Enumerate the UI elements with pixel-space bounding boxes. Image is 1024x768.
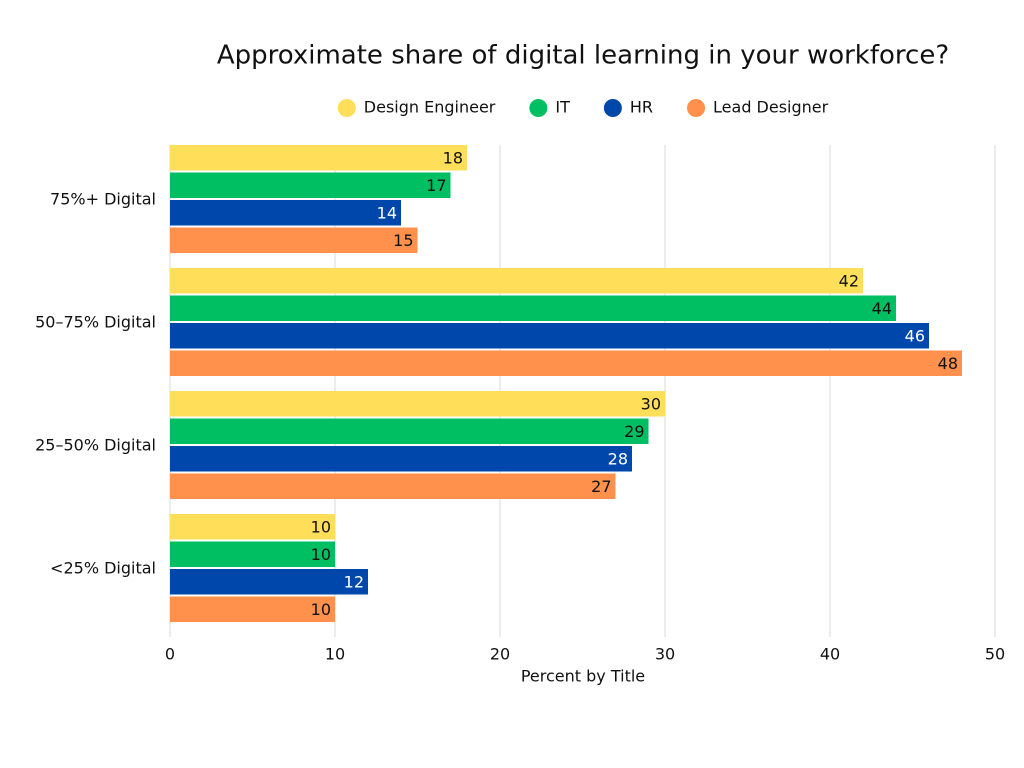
bar [170,596,335,622]
legend-marker [603,99,622,117]
bar [170,268,863,294]
bar [170,569,368,595]
legend-label: HR [630,98,653,117]
bar [170,541,335,567]
y-tick-label: 25–50% Digital [35,436,156,455]
data-label: 10 [311,517,331,536]
data-label: 28 [608,449,628,468]
x-tick-label: 30 [655,645,675,664]
bar [170,418,649,444]
data-label: 14 [377,203,397,222]
data-label: 10 [311,545,331,564]
legend-label: IT [555,98,570,117]
x-tick-label: 40 [820,645,840,664]
bar [170,446,632,472]
data-label: 10 [311,600,331,619]
y-tick-label: <25% Digital [50,559,156,578]
x-axis-title: Percent by Title [521,667,645,686]
legend-marker [529,99,548,117]
data-label: 27 [591,477,611,496]
bar [170,391,665,417]
data-label: 48 [938,354,958,373]
x-tick-label: 20 [490,645,510,664]
bar [170,145,467,171]
bar [170,514,335,540]
data-label: 15 [393,231,413,250]
legend-label: Design Engineer [364,98,496,117]
data-label: 29 [624,422,644,441]
bar [170,323,929,349]
data-label: 18 [443,148,463,167]
data-label: 42 [839,271,859,290]
data-label: 17 [426,176,446,195]
y-tick-label: 50–75% Digital [35,313,156,332]
legend-marker [687,99,706,117]
x-tick-label: 0 [165,645,175,664]
bar [170,200,401,226]
data-label: 30 [641,394,661,413]
x-tick-label: 50 [985,645,1005,664]
y-tick-label: 75%+ Digital [50,190,156,209]
x-tick-label: 10 [325,645,345,664]
bar [170,172,451,198]
bar [170,295,896,321]
bar [170,350,962,376]
legend-label: Lead Designer [713,98,829,117]
data-label: 12 [344,572,364,591]
chart-title: Approximate share of digital learning in… [217,41,949,71]
data-label: 44 [872,299,892,318]
bar [170,227,418,253]
legend-marker [337,99,356,117]
data-label: 46 [905,326,925,345]
bar [170,473,616,499]
